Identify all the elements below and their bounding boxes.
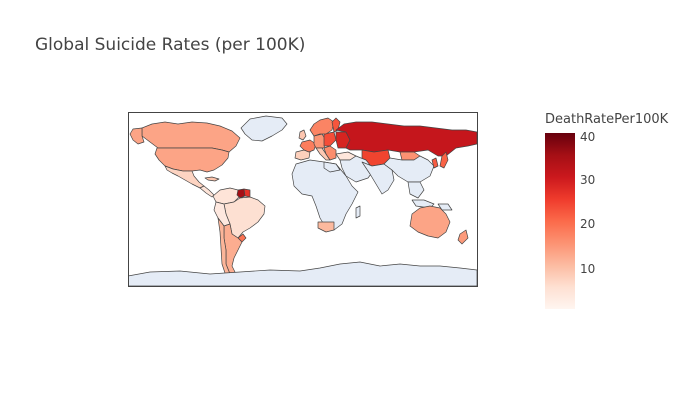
region-france[interactable]	[299, 139, 317, 153]
region-australia[interactable]	[409, 205, 451, 239]
colorbar-tick-40: 40	[580, 130, 596, 144]
region-north-africa-east[interactable]	[323, 161, 341, 173]
region-guyana[interactable]	[236, 188, 246, 199]
chart-title: Global Suicide Rates (per 100K)	[35, 35, 306, 55]
region-poland[interactable]	[323, 131, 337, 147]
colorbar-gradient	[545, 133, 575, 309]
region-madagascar[interactable]	[355, 205, 361, 219]
region-southeast-asia[interactable]	[407, 181, 425, 199]
region-south-asia[interactable]	[361, 161, 395, 195]
region-canada[interactable]	[141, 121, 241, 153]
region-south-africa[interactable]	[317, 221, 335, 233]
region-central-america[interactable]	[199, 185, 215, 198]
colorbar-title: DeathRatePer100K	[545, 112, 669, 127]
map-frame	[128, 112, 478, 287]
region-russia[interactable]	[335, 121, 477, 157]
region-korea[interactable]	[431, 157, 439, 169]
region-new-guinea[interactable]	[437, 203, 453, 211]
region-alaska[interactable]	[129, 127, 145, 145]
region-suriname[interactable]	[243, 188, 251, 198]
region-balkans[interactable]	[323, 145, 337, 161]
colorbar-tick-20: 20	[580, 217, 596, 231]
region-new-zealand[interactable]	[457, 229, 469, 245]
region-greenland[interactable]	[240, 115, 288, 142]
colorbar-tick-10: 10	[580, 262, 596, 276]
region-antarctica[interactable]	[128, 261, 477, 286]
region-caribbean[interactable]	[204, 176, 220, 182]
region-uk[interactable]	[298, 129, 307, 141]
colorbar-tick-30: 30	[580, 173, 596, 187]
region-japan[interactable]	[439, 151, 449, 169]
